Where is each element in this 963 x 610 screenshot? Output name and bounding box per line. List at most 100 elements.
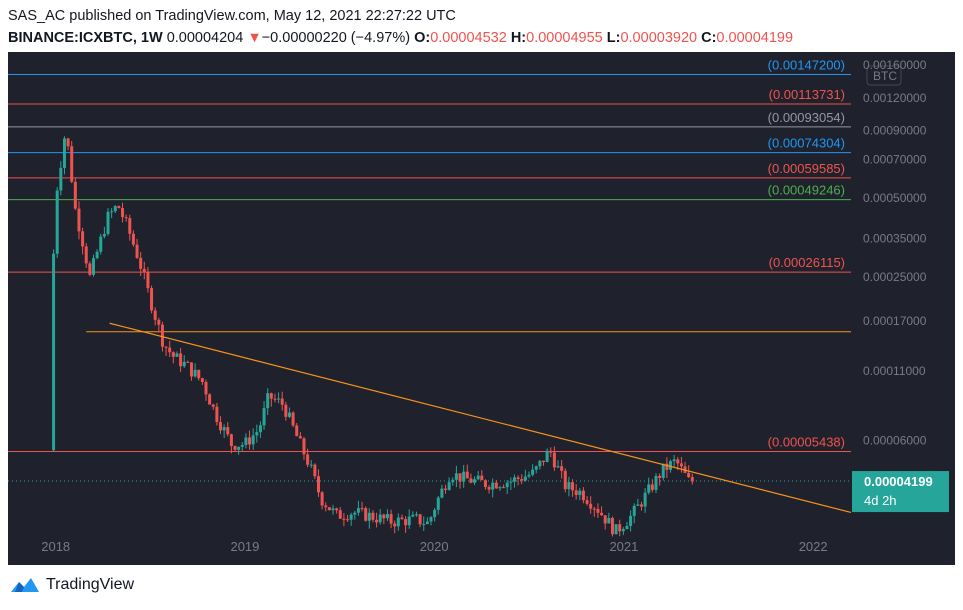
candle-body-37	[186, 361, 190, 363]
candle-body-53	[244, 437, 248, 445]
candle-body-99	[411, 514, 415, 517]
candle-body-96	[400, 517, 404, 520]
candle-body-14	[102, 233, 106, 237]
y-tick-label-3: 0.00070000	[863, 152, 927, 166]
y-tick-label-9: 0.00006000	[863, 433, 927, 447]
candle-body-133	[534, 466, 538, 470]
candle-body-28	[153, 310, 157, 320]
tradingview-footer[interactable]: TradingView	[10, 576, 134, 594]
symbol-header: BINANCE:ICXBTC, 1W 0.00004204 ▼−0.000002…	[8, 30, 793, 46]
candle-body-25	[142, 268, 146, 273]
candle-body-55	[251, 435, 255, 445]
candle-body-50	[233, 446, 237, 450]
candle-body-26	[146, 272, 150, 289]
candle-body-172	[676, 459, 680, 464]
candle-body-135	[542, 460, 546, 463]
candle-body-38	[189, 362, 193, 377]
candle-body-128	[516, 477, 520, 480]
publish-header: SAS_AC published on TradingView.com, May…	[8, 8, 456, 24]
candle-body-9	[84, 246, 88, 264]
candle-body-145	[578, 490, 582, 496]
candle-body-6	[73, 181, 77, 209]
level-label-6: (0.00026115)	[769, 255, 845, 270]
y-tick-label-2: 0.00090000	[863, 124, 927, 138]
candle-body-113	[462, 471, 466, 482]
candle-body-71	[309, 464, 313, 466]
candle-body-93	[389, 514, 393, 524]
change-value: −0.00000220 (−4.97%)	[261, 30, 411, 46]
candle-body-3	[62, 138, 66, 168]
level-label-2: (0.00093054)	[768, 110, 845, 125]
candle-body-84	[356, 508, 360, 513]
candle-body-1	[55, 190, 59, 254]
x-tick-label-0: 2018	[41, 539, 70, 554]
candle-body-23	[135, 244, 139, 258]
candle-body-2	[59, 167, 63, 191]
candle-body-137	[549, 450, 553, 453]
candle-body-49	[229, 434, 233, 447]
candle-body-129	[520, 479, 524, 481]
close-value: 0.00004199	[716, 30, 794, 46]
candle-body-68	[298, 436, 302, 439]
candle-body-29	[157, 319, 161, 325]
y-tick-label-7: 0.00017000	[863, 314, 927, 328]
candle-body-10	[88, 263, 92, 275]
candle-body-75	[324, 505, 328, 508]
candle-body-43	[208, 394, 212, 405]
candle-body-158	[625, 525, 629, 530]
candle-body-45	[215, 406, 219, 423]
currency-box	[866, 65, 902, 86]
candle-body-166	[654, 475, 658, 490]
y-tick-label-0: 0.00160000	[863, 58, 927, 72]
candle-body-164	[647, 484, 651, 493]
candle-body-116	[473, 479, 477, 483]
candle-body-112	[458, 473, 462, 482]
symbol-label[interactable]: BINANCE:ICXBTC, 1W	[8, 30, 163, 46]
candle-body-24	[139, 257, 143, 269]
candle-body-31	[164, 346, 168, 348]
candle-body-162	[639, 504, 643, 507]
chart-panel[interactable]: (0.00147200) (0.00113731) (0.00093054) (0.0…	[8, 52, 955, 565]
candle-body-154	[610, 517, 614, 535]
candle-body-82	[349, 514, 353, 520]
candle-body-18	[117, 206, 121, 209]
candle-body-69	[302, 438, 306, 455]
candle-body-146	[581, 490, 585, 501]
open-value: 0.00004532	[430, 30, 507, 46]
candle-body-143	[571, 482, 575, 491]
low-value: 0.00003920	[620, 30, 698, 46]
candle-body-110	[451, 479, 455, 483]
candle-body-132	[531, 469, 535, 475]
candle-body-89	[375, 519, 379, 523]
candle-body-120	[487, 487, 491, 490]
candle-body-130	[523, 476, 527, 481]
candle-body-44	[211, 404, 215, 407]
level-label-5: (0.00049246)	[768, 183, 845, 198]
candle-body-61	[273, 398, 277, 400]
candle-body-167	[658, 475, 662, 478]
candle-body-152	[603, 515, 607, 524]
candle-body-42	[204, 382, 208, 395]
candle-body-12	[95, 251, 99, 259]
candle-body-52	[240, 444, 244, 447]
candle-body-147	[585, 500, 589, 504]
candle-body-157	[621, 529, 625, 532]
price-chart[interactable]: (0.00147200) (0.00113731) (0.00093054) (0.0…	[8, 52, 955, 565]
candle-body-63	[280, 398, 284, 405]
candle-body-117	[476, 475, 480, 480]
candle-body-32	[168, 347, 172, 353]
candle-body-65	[287, 412, 291, 417]
candle-body-74	[320, 492, 324, 506]
y-tick-label-8: 0.00011000	[863, 364, 926, 378]
y-tick-label-1: 0.00120000	[863, 91, 927, 105]
level-label-0: (0.00147200)	[768, 57, 845, 72]
candle-body-98	[407, 516, 411, 526]
bar-countdown-label: 4d 2h	[864, 493, 897, 508]
candle-body-105	[433, 509, 437, 518]
candle-body-125	[505, 482, 509, 488]
candle-body-88	[371, 512, 375, 520]
candle-body-70	[306, 454, 310, 465]
level-label-1: (0.00113731)	[769, 87, 845, 102]
y-tick-label-6: 0.00025000	[863, 270, 927, 284]
candle-body-54	[248, 437, 252, 445]
